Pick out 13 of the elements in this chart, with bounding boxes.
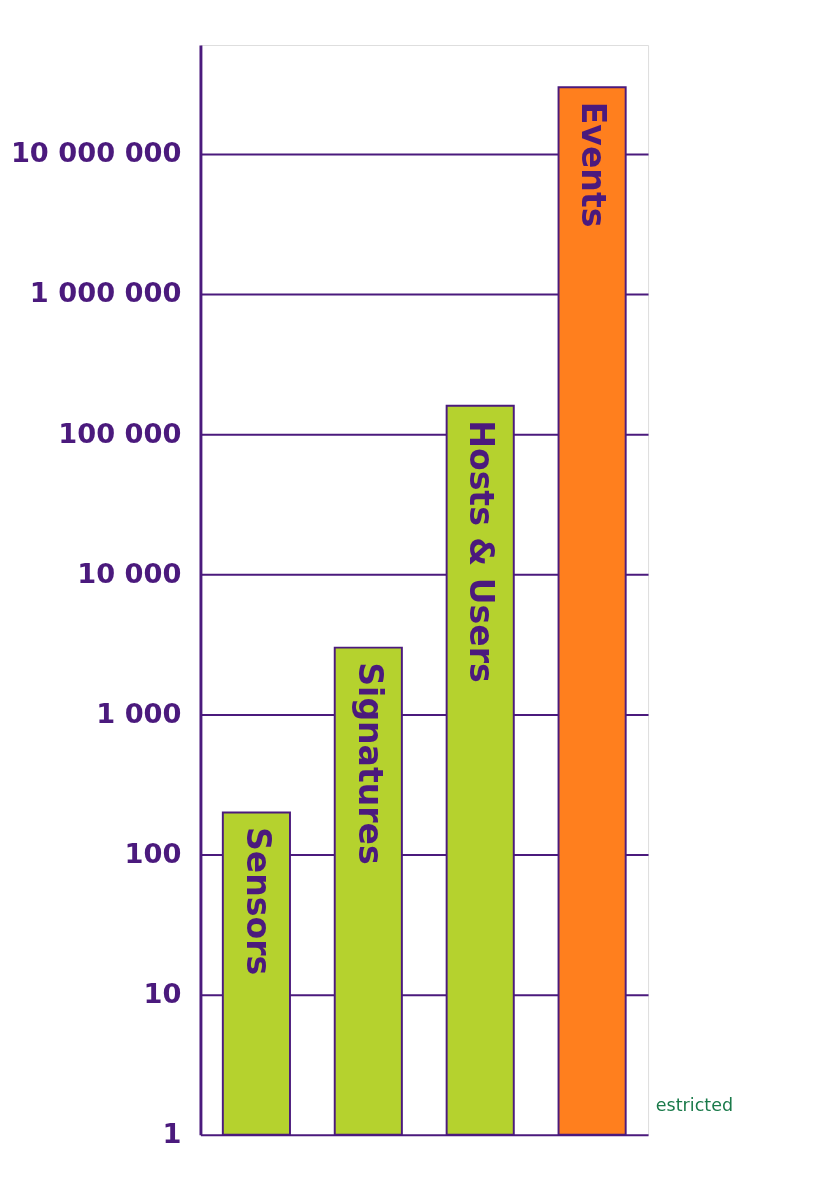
x-tick-label: Hosts & Users [462,420,502,683]
text: estricted [655,1095,734,1116]
y-tick-label: 100 000 [58,417,182,449]
y-tick-label: 100 [124,837,182,869]
x-tick-label: Sensors [238,827,278,976]
x-tick-label: Events [574,101,614,228]
y-tick-label: 1 000 000 [29,277,182,309]
y-tick-label: 10 [143,977,182,1009]
y-tick-label: 1 000 [96,697,182,729]
y-tick-label: 1 [162,1118,182,1150]
y-tick-label: 10 000 [77,557,182,589]
y-tick-label: 10 000 000 [10,137,182,169]
x-tick-label: Signatures [350,662,390,865]
